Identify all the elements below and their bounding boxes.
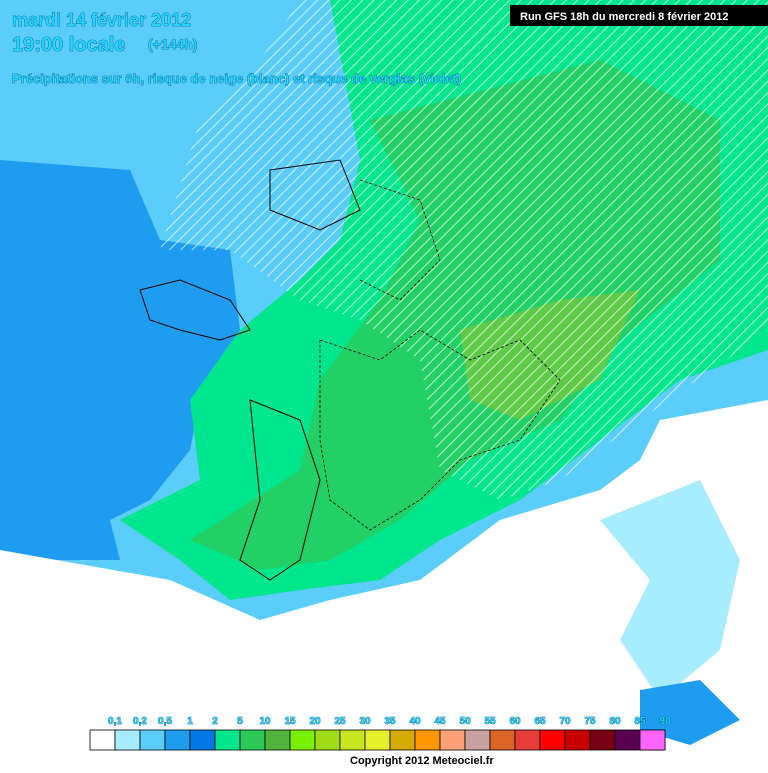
legend-swatch (464, 729, 491, 751)
legend-label: 75 (584, 716, 596, 727)
snow-risk-hatch (160, 0, 768, 500)
run-info: Run GFS 18h du mercredi 8 février 2012 (520, 11, 728, 23)
legend-label: 10 (259, 716, 271, 727)
legend-label: 5 (237, 716, 243, 727)
rain-zone-blue-south (640, 680, 740, 745)
legend-swatch (389, 729, 416, 751)
legend-swatch (239, 729, 266, 751)
legend-label: 1 (187, 716, 193, 727)
legend-swatch (564, 729, 591, 751)
legend-label: 20 (309, 716, 321, 727)
legend-swatch (439, 729, 466, 751)
legend-label: 55 (484, 716, 496, 727)
legend-swatch (214, 729, 241, 751)
legend-label: 60 (509, 716, 521, 727)
legend-label: 65 (534, 716, 546, 727)
legend-label: 85 (634, 716, 646, 727)
legend-swatch (189, 729, 216, 751)
legend-label: 80 (609, 716, 621, 727)
legend-swatch (89, 729, 116, 751)
legend-label: 30 (359, 716, 371, 727)
copyright: Copyright 2012 Meteociel.fr (350, 755, 494, 767)
subtitle: Précipitations sur 6h, risque de neige (… (12, 71, 461, 86)
legend-swatch (314, 729, 341, 751)
borders (319, 179, 561, 531)
legend-label: 2 (212, 716, 218, 727)
lead-time: (+144h) (148, 36, 197, 52)
run-box (510, 5, 768, 26)
legend-swatch (339, 729, 366, 751)
legend-label: 25 (334, 716, 346, 727)
legend-label: 35 (384, 716, 396, 727)
legend-label: 50 (459, 716, 471, 727)
time: 19:00 locale (12, 34, 125, 56)
legend-swatch (289, 729, 316, 751)
legend-label: 0,2 (133, 716, 147, 727)
legend: 0,1 0,2 0,5 1 2 5 10 15 20 25 30 35 40 45 50 55 60 65 70 75… (89, 716, 671, 751)
legend-swatch-end (639, 729, 666, 751)
date: mardi 14 février 2012 (12, 10, 191, 30)
legend-swatch (414, 729, 441, 751)
coastline (139, 159, 361, 581)
legend-swatch (139, 729, 166, 751)
legend-swatch (539, 729, 566, 751)
legend-label: 15 (284, 716, 296, 727)
legend-swatch (614, 729, 641, 751)
legend-label: 0,1 (108, 716, 122, 727)
rain-zone-blue (0, 160, 240, 560)
legend-swatch (164, 729, 191, 751)
legend-swatch (364, 729, 391, 751)
legend-swatch (589, 729, 616, 751)
rain-zone-light (600, 480, 740, 700)
legend-label: 45 (434, 716, 446, 727)
legend-label: 70 (559, 716, 571, 727)
legend-label: 90 (659, 716, 671, 727)
legend-swatch (264, 729, 291, 751)
legend-swatch (489, 729, 516, 751)
legend-swatch (114, 729, 141, 751)
dry-land (0, 400, 768, 768)
legend-swatch (514, 729, 541, 751)
legend-label: 0,5 (158, 716, 172, 727)
legend-label: 40 (409, 716, 421, 727)
